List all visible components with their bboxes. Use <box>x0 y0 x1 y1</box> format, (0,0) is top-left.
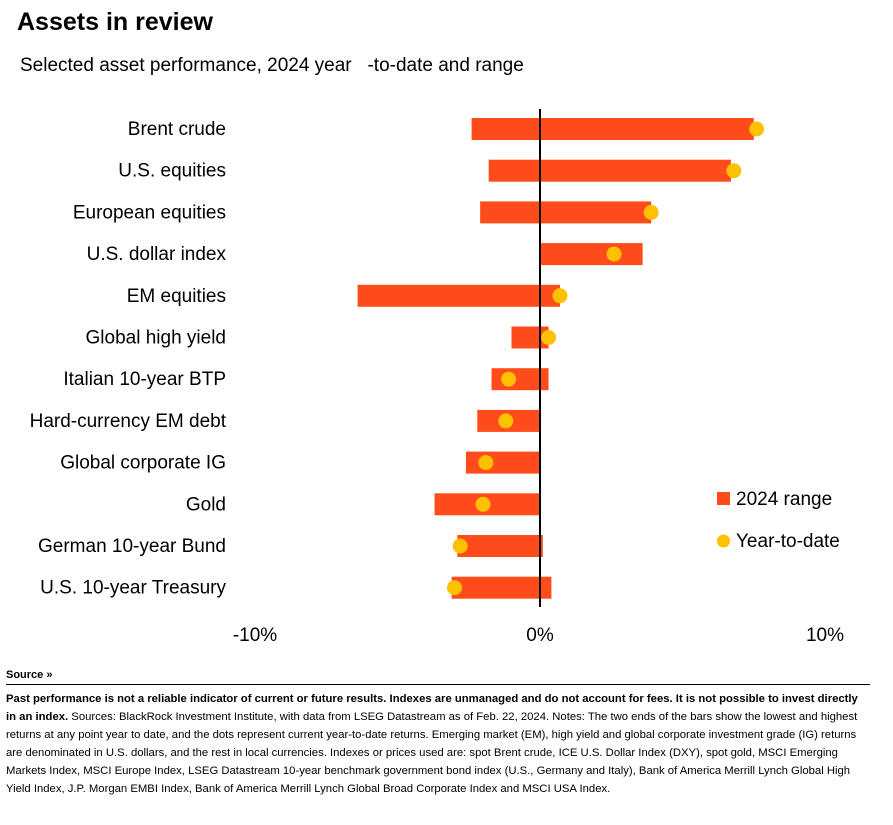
category-label: European equities <box>73 202 226 223</box>
category-label: Global high yield <box>86 328 226 349</box>
legend-label: 2024 range <box>736 489 832 510</box>
range-bars <box>357 118 754 599</box>
category-label: EM equities <box>127 286 226 307</box>
ytd-dot <box>475 496 491 512</box>
legend: 2024 range Year-to-date <box>717 489 840 552</box>
range-bar <box>451 576 552 599</box>
source-notes: Sources: BlackRock Investment Institute,… <box>6 711 858 795</box>
category-label: German 10-year Bund <box>38 536 226 557</box>
source-toggle[interactable]: Source » <box>6 669 52 681</box>
range-bar <box>540 243 643 266</box>
ytd-dot <box>501 371 517 387</box>
range-chart: Brent crude U.S. equities European equitie… <box>30 109 844 646</box>
category-label: Gold <box>186 494 226 515</box>
legend-label: Year-to-date <box>736 531 840 552</box>
category-label: Italian 10-year BTP <box>63 369 226 390</box>
category-labels: Brent crude U.S. equities European equitie… <box>30 119 227 599</box>
chart-title: Assets in review <box>17 8 213 36</box>
ytd-dot <box>606 246 622 262</box>
footnotes: Past performance is not a reliable indic… <box>6 690 868 798</box>
category-label: U.S. equities <box>118 161 226 182</box>
ytd-dot <box>498 413 514 429</box>
ytd-dot <box>541 330 557 345</box>
ytd-dot <box>552 288 568 304</box>
range-bar <box>480 201 652 224</box>
range-bar <box>488 159 731 182</box>
legend-dot-swatch <box>717 534 730 548</box>
legend-range-swatch <box>717 492 730 505</box>
disclaimer: Past performance is not a reliable indic… <box>6 693 858 723</box>
divider <box>6 684 870 685</box>
category-label: Brent crude <box>128 119 226 140</box>
category-label: U.S. dollar index <box>87 244 227 265</box>
chevron-double-down-icon: » <box>46 669 53 681</box>
category-label: Global corporate IG <box>60 453 226 474</box>
x-tick-label: -10% <box>233 625 277 646</box>
source-label: Source <box>6 669 44 681</box>
range-bar <box>357 284 560 307</box>
category-label: Hard-currency EM debt <box>30 411 227 432</box>
ytd-dot <box>643 204 659 220</box>
ytd-dot <box>478 455 494 471</box>
ytd-dots <box>447 121 765 596</box>
range-bar <box>457 535 543 557</box>
ytd-dot <box>447 580 462 596</box>
x-tick-label: 0% <box>526 625 554 646</box>
ytd-dot <box>452 538 468 554</box>
range-bar <box>465 451 540 474</box>
range-bar <box>471 118 754 140</box>
ytd-dot <box>749 121 765 137</box>
x-tick-label: 10% <box>806 625 844 646</box>
ytd-dot <box>726 163 742 179</box>
category-label: U.S. 10-year Treasury <box>40 578 226 599</box>
chart-subtitle: Selected asset performance, 2024 year -t… <box>20 55 524 76</box>
x-tick-labels: -10% 0% 10% <box>233 625 844 646</box>
